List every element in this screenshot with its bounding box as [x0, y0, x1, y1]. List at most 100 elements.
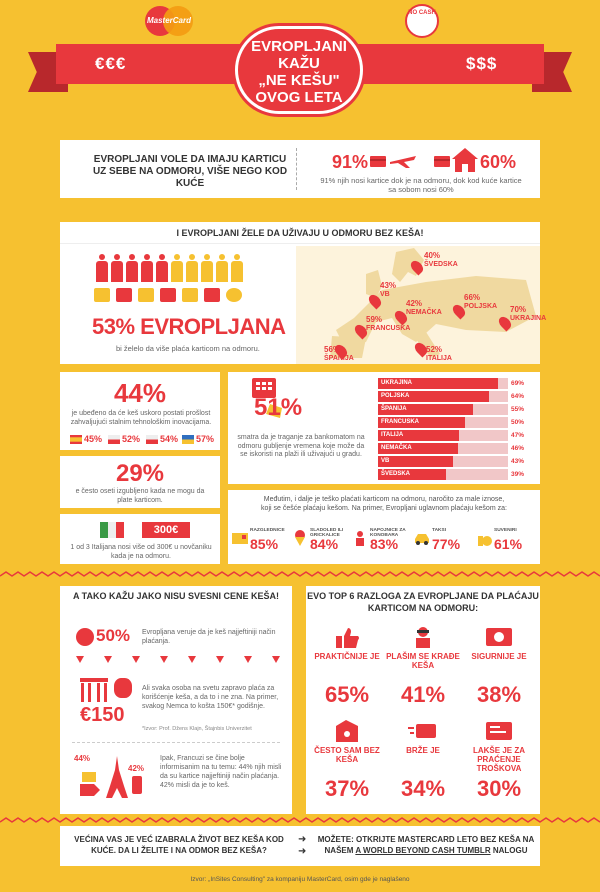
- reason-safer: SIGURNIJE JE 38%: [462, 622, 536, 710]
- tech-desc: je ubeđeno da će keš uskoro postati proš…: [70, 410, 212, 426]
- empty-wallet-icon: [336, 720, 358, 742]
- bar: [378, 417, 465, 428]
- bar: [378, 378, 498, 389]
- france-cash-stat: 42%: [128, 764, 145, 773]
- arrow-right-icon: ➜: [298, 834, 307, 845]
- waiter-icon: [356, 531, 364, 546]
- person-icon-red: [156, 254, 168, 282]
- lost-desc: e često oseti izgubljeno kada ne mogu da…: [75, 488, 205, 504]
- flag-stat-1: 45%: [84, 434, 103, 444]
- person-icon-yellow: [186, 254, 198, 282]
- category-souvenirs: SUVENIRI 61%: [476, 526, 536, 562]
- bar-track: ŠVEDSKA: [378, 469, 508, 480]
- cost-separator: [72, 742, 280, 743]
- taxi-icon: [415, 534, 429, 545]
- atm-icon: [252, 378, 282, 418]
- person-icon-red: [111, 254, 123, 282]
- cheapest-desc: Evropljana veruje da je keš najjeftiniji…: [142, 629, 276, 645]
- tumblr-link[interactable]: A WORLD BEYOND CASH TUMBLR: [355, 846, 491, 855]
- title-line-1: EVROPLJANI KAŽU: [251, 38, 347, 72]
- ship-icon: [116, 288, 132, 302]
- bar-track: POLJSKA: [378, 391, 508, 402]
- bar-row: ŠPANIJA 55%: [378, 404, 528, 415]
- bar-row: VB 43%: [378, 456, 528, 467]
- reasons-card: EVO TOP 6 RAZLOGA ZA EVROPLJANE DA PLAĆA…: [306, 586, 540, 814]
- zigzag-divider: [0, 571, 600, 577]
- zigzag-divider-bottom: [0, 817, 600, 823]
- sun-icon: [226, 288, 242, 302]
- bar-track: NEMAČKA: [378, 443, 508, 454]
- clock-icon: [76, 628, 94, 646]
- bar-label: ŠPANIJA: [381, 406, 407, 412]
- bar-track: UKRAJINA: [378, 378, 508, 389]
- france-desc: Ipak, Francuzi se čine bolje informisani…: [160, 755, 282, 789]
- bar-row: NEMAČKA 46%: [378, 443, 528, 454]
- bar-label: NEMAČKA: [381, 445, 412, 451]
- small-amounts-desc: Međutim, i dalje je teško plaćati kartic…: [261, 496, 507, 512]
- atm-card: 51% smatra da je traganje za bankomatom …: [228, 372, 540, 484]
- bar-value: 50%: [511, 419, 525, 426]
- category-icecream: SLADOLED ILI GRICKALICE 84%: [292, 526, 352, 562]
- airplane-icon: [204, 288, 220, 302]
- bar-row: ITALIJA 47%: [378, 430, 528, 441]
- france-cards-stat: 44%: [74, 754, 91, 763]
- bar: [378, 430, 460, 441]
- bar-label: ŠVEDSKA: [381, 471, 411, 477]
- bar-label: VB: [381, 458, 390, 464]
- bar: [378, 456, 453, 467]
- cheapest-stat: 50%: [96, 626, 131, 645]
- marker-germany: 42% NEMAČKA: [406, 299, 442, 317]
- poland-flag-icon: [146, 435, 158, 444]
- italy-flag-icon: [100, 522, 124, 538]
- fast-card-icon: [408, 724, 436, 738]
- bar-value: 55%: [511, 406, 525, 413]
- small-amounts-card: Međutim, i dalje je teško plaćati kartic…: [228, 490, 540, 564]
- bar-label: UKRAJINA: [381, 380, 413, 386]
- europeans-desc: bi želelo da više plaća karticom na odmo…: [116, 344, 260, 353]
- vacation-card: I EVROPLJANI ŽELE DA UŽIVAJU U ODMORU BE…: [60, 222, 546, 364]
- thumbs-up-icon: [336, 628, 359, 648]
- bar: [378, 391, 489, 402]
- brandenburg-gate-icon: [80, 678, 108, 702]
- reason-tracking: LAKŠE JE ZA PRAĆENJE TROŠKOVA 30%: [462, 716, 536, 804]
- title-seal: EVROPLJANI KAŽU „NE KEŠU" OVOG LETA: [235, 26, 363, 114]
- bar-value: 47%: [511, 432, 525, 439]
- person-icon-yellow: [231, 254, 243, 282]
- bar-value: 64%: [511, 393, 525, 400]
- lost-stat: 29%: [115, 460, 165, 487]
- ribbon-euro: €€€: [95, 54, 127, 73]
- suitcase-icon: [160, 288, 176, 302]
- bar-label: POLJSKA: [381, 393, 410, 399]
- intro-card: EVROPLJANI VOLE DA IMAJU KARTICU UZ SEBE…: [60, 140, 540, 198]
- marker-italy: 52% ITALIJA: [426, 345, 452, 363]
- marker-spain: 56% ŠPANIJA: [324, 345, 354, 363]
- person-icon-yellow: [171, 254, 183, 282]
- person-icon-red: [96, 254, 108, 282]
- tech-stat: 44%: [113, 378, 167, 408]
- palm-icon: [94, 288, 110, 302]
- bar: [378, 404, 474, 415]
- europe-map: 40% ŠVEDSKA 43% VB 42% NEMAČKA 66% POLJSKA 7…: [296, 246, 546, 364]
- person-icon-yellow: [216, 254, 228, 282]
- cost-card: A TAKO KAŽU JAKO NISU SVESNI CENE KEŠA! …: [60, 586, 292, 814]
- flag-stat-2: 52%: [122, 434, 141, 444]
- mastercard-logo: MasterCard: [143, 6, 195, 36]
- receipt-icon: [486, 722, 512, 740]
- ribbon-dollar: $$$: [466, 54, 498, 73]
- vacation-card-stat: 91%: [332, 152, 369, 172]
- tickets-icon: [138, 288, 154, 302]
- postcard-icon: [232, 533, 248, 544]
- poland-flag-icon: [108, 435, 120, 444]
- bar-track: ŠPANIJA: [378, 404, 508, 415]
- title-line-3: OVOG LETA: [255, 89, 343, 106]
- plane-card-icon: [370, 156, 416, 168]
- marker-uk: 43% VB: [380, 281, 397, 299]
- hand-cash-icon: [80, 772, 100, 796]
- reasons-heading: EVO TOP 6 RAZLOGA ZA EVROPLJANE DA PLAĆA…: [307, 591, 539, 613]
- marker-ukraine: 70% UKRAJINA: [510, 305, 547, 323]
- bar-value: 69%: [511, 380, 525, 387]
- reason-faster: BRŽE JE 34%: [386, 716, 460, 804]
- people-pictogram: [96, 254, 246, 282]
- category-postcards: RAZGLEDNICE 85%: [232, 526, 292, 562]
- safe-card-icon: [486, 628, 512, 646]
